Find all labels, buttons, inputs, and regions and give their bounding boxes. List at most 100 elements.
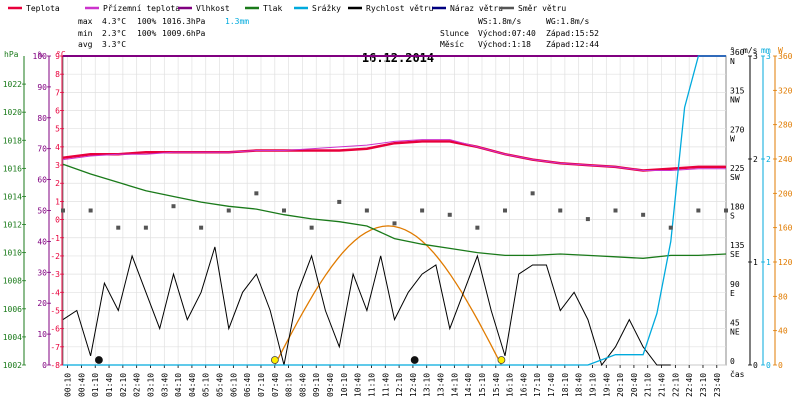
direction-point: [61, 208, 65, 213]
x-axis-label: čas: [730, 369, 745, 379]
legend-label: Přízemní teplota: [103, 4, 180, 13]
sun-tick-label: 280: [778, 121, 793, 130]
wind-tick-label: 0: [753, 361, 758, 370]
temperature-tick-label: 9: [55, 52, 60, 61]
x-tick-label: 16:40: [519, 373, 528, 397]
axes: 00:10 00:40 01:10 01:40 02:10 02:40 03:10 03:40…: [3, 46, 793, 397]
wind-axis-unit: m/s: [743, 46, 758, 55]
x-tick-label: 10:10: [340, 373, 349, 397]
humidity-tick-label: 60: [37, 176, 47, 185]
x-tick-label: 14:40: [464, 373, 473, 397]
humidity-tick-label: 20: [37, 299, 47, 308]
humidity-tick-label: 70: [37, 145, 47, 154]
stats-max-temp: 4.3°C: [102, 17, 126, 26]
series-line-p-zemn-teplota: [62, 139, 726, 171]
stats-min-press: 1009.6hPa: [162, 29, 206, 38]
direction-point: [420, 208, 425, 213]
direction-point: [530, 191, 535, 196]
legend-label: Rychlost větru: [366, 4, 434, 13]
x-tick-label: 03:10: [146, 373, 155, 397]
direction-point: [392, 221, 397, 226]
series-line-sr-ky: [63, 55, 726, 366]
wind-tick-label: 1: [753, 258, 758, 267]
humidity-tick-label: 50: [37, 207, 47, 216]
pressure-tick-label: 1016: [3, 164, 22, 173]
x-tick-label: 01:10: [91, 373, 100, 397]
x-tick-label: 04:40: [188, 373, 197, 397]
sun-marker: [497, 356, 506, 364]
stats-avg-temp: 3.3°C: [102, 40, 126, 49]
x-tick-label: 11:10: [367, 373, 376, 397]
series-line-rychlost-v-tru: [62, 246, 671, 367]
x-tick-label: 15:10: [478, 373, 487, 397]
humidity-tick-label: 80: [37, 114, 47, 123]
rain-tick-label: 2: [766, 155, 771, 164]
direction-name-label: N: [730, 57, 735, 66]
stats-min-hum: 100%: [137, 29, 156, 38]
direction-point: [116, 225, 121, 230]
astro-block: WS:1.8m/s WG:1.8m/s Slunce Východ:07:40 …: [440, 17, 599, 49]
direction-name-label: E: [730, 289, 735, 298]
legend-label: Vlhkost: [196, 4, 230, 13]
sun-axis-unit: W: [778, 46, 783, 55]
direction-point: [226, 208, 231, 213]
x-tick-label: 18:10: [561, 373, 570, 397]
wind-speed-info: WS:1.8m/s: [478, 17, 522, 26]
direction-point: [254, 191, 259, 196]
x-tick-label: 21:10: [644, 373, 653, 397]
moon-set: Západ:12:44: [546, 40, 599, 49]
pressure-tick-label: 1022: [3, 80, 22, 89]
temperature-tick-label: -1: [50, 234, 60, 243]
x-tick-label: 00:40: [77, 373, 86, 397]
direction-name-label: SW: [730, 173, 740, 182]
direction-point: [337, 199, 342, 204]
direction-tick-label: 45: [730, 318, 740, 327]
stats-min-label: min: [78, 29, 93, 38]
temperature-tick-label: -7: [50, 343, 60, 352]
direction-point: [696, 208, 701, 213]
x-tick-label: 07:40: [271, 373, 280, 397]
pressure-tick-label: 1018: [3, 136, 22, 145]
x-tick-label: 08:10: [285, 373, 294, 397]
humidity-tick-label: 30: [37, 268, 47, 277]
temperature-tick-label: 3: [55, 161, 60, 170]
humidity-tick-label: 0: [42, 361, 47, 370]
wind-tick-label: 3: [753, 52, 758, 61]
x-tick-label: 19:10: [588, 373, 597, 397]
temperature-tick-label: 8: [55, 70, 60, 79]
x-tick-label: 12:40: [409, 373, 418, 397]
direction-tick-label: 225: [730, 164, 745, 173]
grid: [63, 55, 726, 366]
x-tick-label: 17:40: [547, 373, 556, 397]
pressure-tick-label: 1020: [3, 108, 22, 117]
direction-point: [309, 225, 314, 230]
pressure-tick-label: 1008: [3, 277, 22, 286]
temperature-tick-label: 6: [55, 107, 60, 116]
moon-marker: [95, 356, 103, 364]
temperature-tick-label: -3: [50, 270, 60, 279]
direction-point: [724, 208, 728, 213]
direction-tick-label: 360: [730, 48, 745, 57]
series-line-tlak: [62, 163, 727, 259]
sun-tick-label: 160: [778, 224, 793, 233]
sun-tick-label: 320: [778, 86, 793, 95]
direction-axis-unit: °: [730, 46, 735, 55]
x-tick-label: 23:10: [699, 373, 708, 397]
pressure-tick-label: 1002: [3, 361, 22, 370]
temperature-tick-label: 1: [55, 197, 60, 206]
temperature-tick-label: -6: [50, 325, 60, 334]
rain-tick-label: 0: [766, 361, 771, 370]
humidity-tick-label: 90: [37, 83, 47, 92]
temperature-tick-label: 0: [55, 216, 60, 225]
direction-point: [668, 225, 673, 230]
x-tick-label: 19:40: [602, 373, 611, 397]
direction-name-label: NW: [730, 96, 740, 105]
direction-name-label: SE: [730, 250, 740, 259]
temperature-tick-label: 5: [55, 125, 60, 134]
legend-label: Srážky: [312, 4, 341, 13]
temperature-tick-label: -5: [50, 306, 60, 315]
x-tick-label: 03:40: [160, 373, 169, 397]
direction-tick-label: 0: [730, 357, 735, 366]
x-tick-label: 00:10: [64, 373, 73, 397]
